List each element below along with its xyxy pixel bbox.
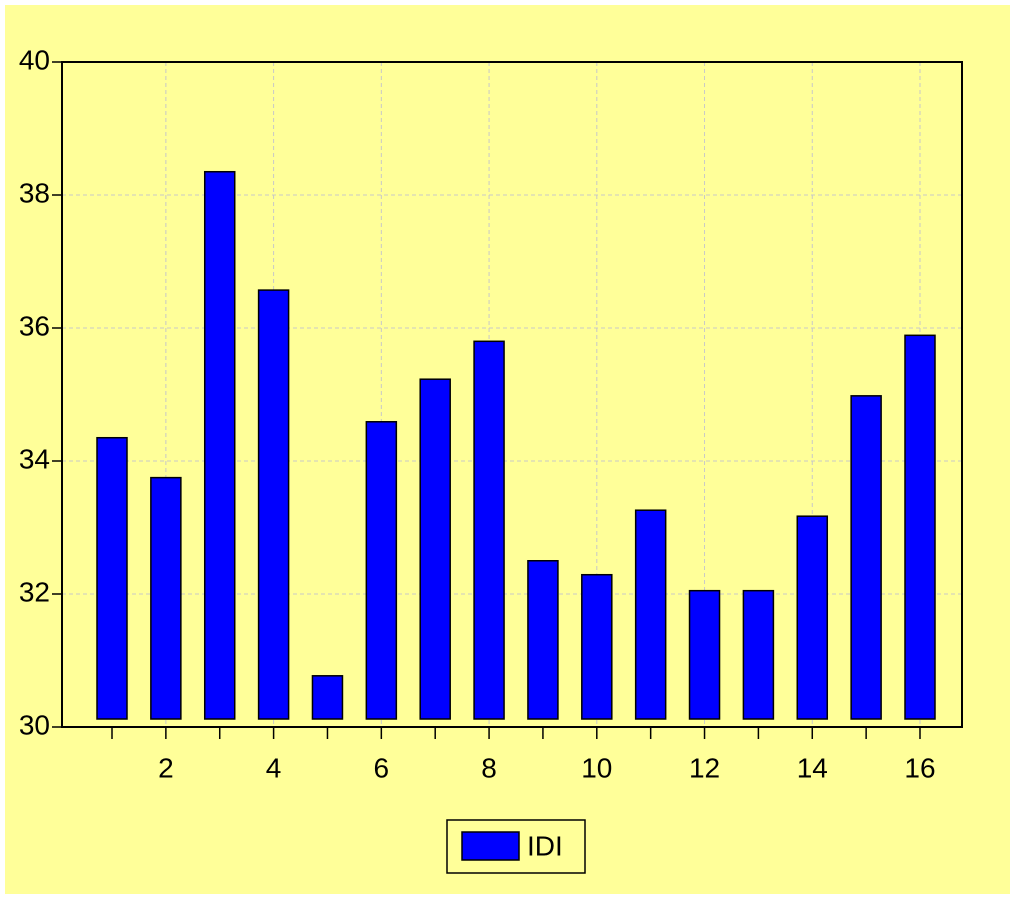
x-tick-label: 16 xyxy=(904,752,935,783)
y-tick-label: 32 xyxy=(19,576,50,607)
x-tick-label: 8 xyxy=(481,752,497,783)
x-tick-label: 6 xyxy=(374,752,390,783)
y-tick-label: 38 xyxy=(19,177,50,208)
bar xyxy=(311,675,344,720)
bar xyxy=(203,170,236,720)
y-tick-label: 34 xyxy=(19,443,50,474)
bar xyxy=(796,515,829,720)
y-tick-label: 36 xyxy=(19,310,50,341)
bar xyxy=(419,378,451,720)
legend-label: IDI xyxy=(527,830,563,861)
bar xyxy=(96,436,128,720)
bar xyxy=(742,589,775,720)
bar xyxy=(634,509,667,720)
x-tick-label: 14 xyxy=(797,752,828,783)
bar xyxy=(850,395,882,720)
legend-box xyxy=(446,819,586,874)
x-tick-label: 2 xyxy=(158,752,174,783)
bar xyxy=(581,573,613,720)
y-tick-label: 40 xyxy=(19,44,50,75)
x-tick-label: 10 xyxy=(581,752,612,783)
legend-swatch xyxy=(461,831,520,861)
y-tick-label: 30 xyxy=(19,709,50,740)
bar xyxy=(473,340,505,720)
bar xyxy=(257,289,290,720)
bar xyxy=(904,334,936,720)
plot-frame xyxy=(61,61,963,728)
x-tick-label: 12 xyxy=(689,752,720,783)
background xyxy=(5,5,1010,894)
bar xyxy=(688,589,721,720)
bar xyxy=(527,560,559,720)
x-tick-label: 4 xyxy=(266,752,282,783)
bar xyxy=(365,421,398,720)
bar xyxy=(150,476,182,720)
